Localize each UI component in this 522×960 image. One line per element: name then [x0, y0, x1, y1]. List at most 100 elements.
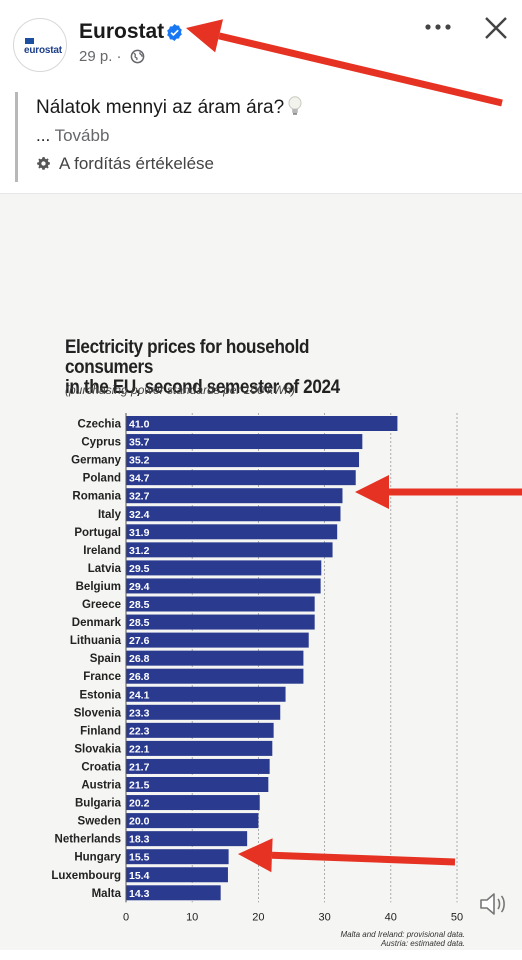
category-label: Lithuania [70, 635, 122, 647]
category-label: Portugal [74, 527, 121, 539]
bar [126, 560, 322, 576]
value-label: 22.3 [129, 725, 150, 737]
light-bulb-icon [288, 96, 302, 115]
value-label: 20.0 [129, 816, 150, 828]
category-label: Sweden [78, 816, 121, 828]
bar [126, 849, 229, 865]
value-label: 26.8 [129, 671, 150, 683]
bar [126, 596, 315, 612]
see-more: ... Tovább [36, 126, 109, 146]
bar [126, 524, 338, 540]
post-message-text: Nálatok mennyi az áram ára? [36, 97, 285, 118]
category-label: Greece [82, 599, 121, 611]
bar [126, 740, 273, 756]
bar [126, 668, 304, 684]
avatar[interactable]: eurostat [13, 18, 67, 72]
category-label: Netherlands [55, 834, 121, 846]
category-label: Poland [83, 473, 121, 485]
annotation-arrow-name-head [186, 19, 224, 53]
value-label: 28.5 [129, 617, 150, 629]
bottom-bar [0, 950, 522, 960]
annotation-arrow-hungary [238, 838, 456, 873]
annotation-arrow-hungary-shaft [271, 851, 456, 866]
value-label: 24.1 [129, 689, 150, 701]
bar [126, 867, 228, 883]
value-label: 15.4 [129, 870, 150, 882]
category-label: Cyprus [81, 437, 121, 449]
category-label: Estonia [79, 689, 121, 701]
x-tick-label: 0 [123, 911, 129, 923]
category-label: Malta [92, 888, 122, 900]
category-label: Czechia [78, 419, 122, 431]
value-label: 34.7 [129, 473, 150, 485]
value-label: 27.6 [129, 635, 150, 647]
bar [126, 722, 274, 738]
bar [126, 434, 363, 450]
category-label: Romania [72, 491, 121, 503]
x-tick-label: 40 [385, 911, 397, 923]
bar [126, 452, 360, 468]
value-label: 21.7 [129, 761, 150, 773]
post-header: eurostat Eurostat 29 p. · [0, 0, 522, 80]
rate-translation-label: A fordítás értékelése [59, 154, 214, 173]
value-label: 31.2 [129, 545, 150, 557]
chart-title: Electricity prices for household consume… [65, 338, 389, 398]
footnote-line-2: Austria: estimated data. [380, 939, 465, 948]
x-tick-label: 30 [318, 911, 330, 923]
chart-title-line-1: Electricity prices for household consume… [65, 337, 310, 378]
rate-translation[interactable]: A fordítás értékelése [36, 154, 214, 174]
bar [126, 416, 398, 431]
value-label: 23.3 [129, 707, 150, 719]
post-time[interactable]: 29 p. · [79, 48, 122, 65]
value-label: 35.2 [129, 455, 150, 467]
category-label: Croatia [81, 761, 121, 773]
category-label: France [83, 671, 121, 683]
value-label: 32.7 [129, 491, 150, 503]
annotation-arrow-name-shaft [218, 32, 503, 107]
category-label: Finland [80, 725, 121, 737]
category-label: Luxembourg [51, 870, 121, 882]
speaker-icon[interactable] [478, 890, 508, 918]
bar [126, 813, 259, 829]
post-message: Nálatok mennyi az áram ára? [36, 96, 302, 119]
close-icon[interactable] [484, 16, 508, 40]
value-label: 31.9 [129, 527, 150, 539]
category-label: Hungary [74, 852, 121, 864]
category-label: Slovenia [74, 707, 122, 719]
category-label: Ireland [83, 545, 121, 557]
chart-subtitle: (purchasing power standards per 100 kWh) [65, 383, 296, 397]
footnote-line-1: Malta and Ireland: provisional data. [340, 930, 465, 939]
bar [126, 614, 315, 630]
divider [0, 193, 522, 194]
value-label: 15.5 [129, 852, 150, 864]
chart-title-line-2: in the EU, second semester of 2024 [65, 377, 340, 398]
value-label: 29.4 [129, 581, 150, 593]
verified-badge-icon [167, 24, 182, 41]
bar [126, 758, 270, 774]
bar [126, 795, 260, 811]
bar [126, 650, 304, 666]
bar [126, 632, 309, 648]
bar [126, 506, 341, 522]
more-options-icon[interactable] [424, 20, 452, 34]
bar [126, 885, 221, 901]
see-more-link[interactable]: Tovább [54, 126, 110, 145]
x-tick-label: 20 [252, 911, 264, 923]
value-label: 21.5 [129, 780, 150, 792]
category-label: Spain [90, 653, 121, 665]
category-label: Denmark [72, 617, 122, 629]
value-label: 35.7 [129, 437, 150, 449]
category-label: Latvia [88, 563, 122, 575]
value-label: 28.5 [129, 599, 150, 611]
bar [126, 488, 343, 504]
x-tick-label: 50 [451, 911, 463, 923]
annotation-arrow-romania-head [355, 475, 389, 509]
value-label: 18.3 [129, 834, 150, 846]
category-label: Italy [98, 509, 122, 521]
category-label: Bulgaria [75, 798, 122, 810]
page-name[interactable]: Eurostat [79, 20, 165, 43]
post-text: Nálatok mennyi az áram ára? ... Tovább A… [15, 92, 418, 182]
avatar-logo-text: eurostat [24, 45, 62, 56]
x-tick-label: 10 [186, 911, 198, 923]
